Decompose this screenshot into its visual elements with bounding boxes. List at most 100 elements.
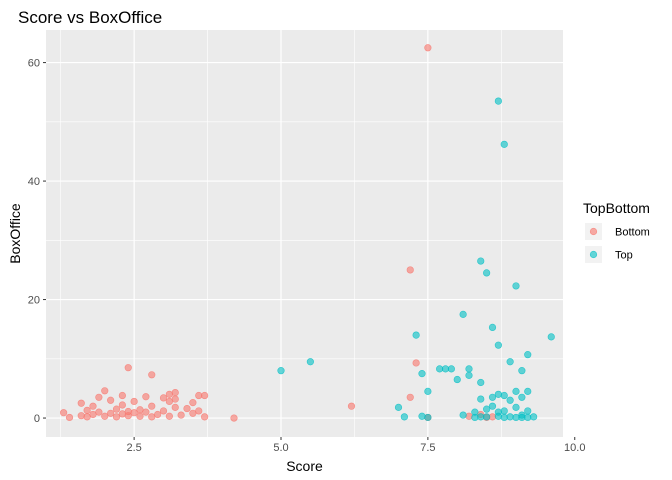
x-axis-title: Score <box>286 458 323 474</box>
data-point <box>518 393 526 401</box>
data-point <box>465 412 473 420</box>
legend-marker <box>589 227 598 236</box>
data-point <box>506 396 514 404</box>
data-point <box>60 409 68 417</box>
data-point <box>406 393 414 401</box>
data-point <box>465 365 473 373</box>
y-tick-label: 40 <box>28 176 40 188</box>
data-point <box>394 403 403 411</box>
x-tick-label: 7.5 <box>420 442 435 454</box>
data-point <box>483 269 491 277</box>
data-point <box>400 413 408 421</box>
data-point <box>524 387 532 395</box>
data-point <box>95 393 103 401</box>
data-point <box>124 412 132 420</box>
data-point <box>524 413 532 422</box>
data-point <box>453 375 461 384</box>
data-point <box>506 413 514 421</box>
data-point <box>118 401 126 409</box>
data-point <box>488 393 497 401</box>
data-point <box>159 407 168 415</box>
data-point <box>412 359 420 367</box>
legend-title: TopBottom <box>583 200 650 216</box>
data-point <box>447 365 455 373</box>
data-point <box>471 408 479 416</box>
plot-panel <box>46 30 563 437</box>
x-tick-label: 5.0 <box>273 442 288 454</box>
data-point <box>488 402 497 410</box>
data-point <box>465 371 473 379</box>
data-point <box>112 405 121 413</box>
data-point <box>483 413 491 421</box>
data-point <box>107 409 115 417</box>
data-point <box>524 407 532 415</box>
data-point <box>77 399 85 407</box>
data-point <box>124 364 132 372</box>
data-point <box>483 405 491 413</box>
data-point <box>512 282 520 290</box>
y-axis-ticks: 0 20 40 60 <box>28 58 46 425</box>
data-point <box>142 393 150 401</box>
data-point <box>171 388 179 397</box>
data-point <box>459 411 467 419</box>
data-point <box>500 391 508 400</box>
data-point <box>424 44 432 52</box>
x-tick-label: 2.5 <box>126 442 141 454</box>
data-point <box>512 387 520 395</box>
data-point <box>118 391 126 400</box>
data-point <box>488 323 497 332</box>
data-point <box>95 408 103 416</box>
data-point <box>130 397 138 406</box>
data-point <box>530 413 538 421</box>
data-point <box>171 403 179 411</box>
data-point <box>201 413 209 421</box>
data-point <box>89 402 97 410</box>
data-point <box>518 367 526 375</box>
data-point <box>500 140 508 148</box>
data-point <box>177 411 185 419</box>
data-point <box>424 387 432 395</box>
legend-label: Top <box>615 250 633 262</box>
data-point <box>494 412 502 420</box>
data-point <box>506 358 514 366</box>
x-tick-label: 10.0 <box>564 442 585 454</box>
data-point <box>189 399 197 407</box>
y-tick-label: 60 <box>28 58 40 70</box>
data-point <box>195 407 203 415</box>
data-point <box>154 410 162 419</box>
data-point <box>477 378 485 387</box>
data-point <box>148 371 156 379</box>
data-point <box>406 266 414 274</box>
data-point <box>547 333 555 341</box>
legend-label: Bottom <box>615 227 650 239</box>
data-point <box>165 412 173 420</box>
legend-marker <box>589 250 598 259</box>
data-point <box>477 257 485 265</box>
data-point <box>107 396 115 404</box>
data-point <box>142 408 150 416</box>
data-point <box>148 402 156 410</box>
data-point <box>165 390 173 398</box>
data-point <box>459 310 467 318</box>
data-point <box>306 358 314 366</box>
chart-title: Score vs BoxOffice <box>18 8 162 27</box>
data-point <box>512 403 520 411</box>
data-point <box>101 412 109 420</box>
data-point <box>347 402 356 410</box>
data-point <box>494 390 502 398</box>
data-point <box>83 406 91 414</box>
data-point <box>500 407 508 415</box>
data-point <box>524 351 532 359</box>
data-point <box>500 413 508 422</box>
series-top <box>277 97 555 422</box>
y-tick-label: 0 <box>34 413 40 425</box>
x-axis-ticks: 2.5 5.0 7.5 10.0 <box>126 437 585 454</box>
data-point <box>418 412 426 420</box>
data-point <box>277 367 285 375</box>
grid-lines <box>46 30 563 437</box>
data-point <box>130 409 138 417</box>
data-point <box>112 413 121 421</box>
data-point <box>230 414 238 422</box>
data-point <box>183 404 191 413</box>
